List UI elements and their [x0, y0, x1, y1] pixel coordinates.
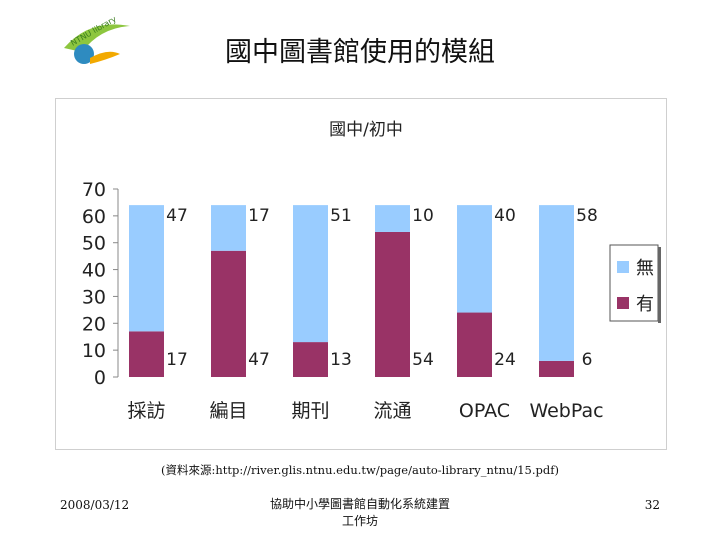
data-label-有: 47: [248, 350, 270, 370]
legend-swatch-有: [617, 297, 629, 309]
y-tick-label: 20: [82, 313, 106, 335]
data-label-無: 17: [248, 206, 270, 226]
legend-swatch-無: [617, 261, 629, 273]
data-label-有: 6: [582, 350, 593, 370]
stacked-bar-chart: 國中/初中 0 10 20 30 40 50 60 70 47 17 17 47 51 13 10 54 40…: [82, 120, 661, 422]
data-label-無: 40: [494, 206, 516, 226]
legend-label-有: 有: [636, 294, 654, 315]
bar-segment-有: [129, 331, 164, 377]
data-label-有: 17: [166, 350, 188, 370]
bar-segment-無: [375, 205, 410, 232]
bar-segment-無: [211, 205, 246, 251]
x-category-label: 期刊: [291, 400, 329, 422]
y-tick-label: 0: [94, 367, 106, 389]
data-label-無: 10: [412, 206, 434, 226]
data-label-無: 51: [330, 206, 352, 226]
footer-title: 協助中小學圖書館自動化系統建置 工作坊: [250, 496, 470, 530]
data-label-有: 13: [330, 350, 352, 370]
y-tick-label: 50: [82, 233, 106, 255]
slide-title: 國中圖書館使用的模組: [225, 37, 495, 68]
legend-shadow: [658, 247, 661, 323]
source-citation: (資料來源:http://river.glis.ntnu.edu.tw/page…: [161, 463, 559, 477]
data-labels: 47 17 17 47 51 13 10 54 40 24 58 6: [166, 206, 598, 370]
library-logo: NTNU library: [64, 14, 130, 64]
bar-segment-有: [539, 360, 574, 377]
legend: 無有: [609, 244, 661, 323]
bar-segment-有: [457, 312, 492, 377]
x-category-label: OPAC: [459, 400, 510, 422]
y-tick-label: 70: [82, 179, 106, 201]
chart-frame: 國中/初中 0 10 20 30 40 50 60 70 47 17 17 47 51 13 10 54 40…: [55, 98, 667, 450]
y-tick-label: 60: [82, 206, 106, 228]
x-category-label: WebPac: [529, 400, 603, 422]
x-category-label: 流通: [373, 400, 411, 422]
y-axis: 0 10 20 30 40 50 60 70: [82, 179, 119, 389]
chart-title: 國中/初中: [329, 120, 403, 140]
data-label-無: 47: [166, 206, 188, 226]
bar-segment-有: [211, 250, 246, 377]
x-axis-labels: 採訪 編目 期刊 流通 OPAC WebPac: [127, 400, 603, 422]
logo-leaf: [90, 51, 120, 64]
bar-segment-無: [129, 205, 164, 332]
y-tick-label: 30: [82, 286, 106, 308]
bar-segment-無: [539, 205, 574, 361]
bars: [129, 205, 574, 377]
y-tick-label: 10: [82, 340, 106, 362]
bar-segment-有: [375, 231, 410, 377]
bar-segment-有: [293, 342, 328, 377]
data-label-無: 58: [576, 206, 598, 226]
x-category-label: 編目: [209, 400, 247, 422]
footer-date: 2008/03/12: [60, 498, 130, 512]
footer-title-line2: 工作坊: [341, 514, 378, 528]
bar-segment-無: [457, 205, 492, 313]
x-category-label: 採訪: [127, 400, 165, 422]
page-number: 32: [644, 498, 660, 512]
footer-title-line1: 協助中小學圖書館自動化系統建置: [269, 497, 450, 511]
bar-segment-無: [293, 205, 328, 343]
data-label-有: 54: [412, 350, 434, 370]
legend-label-無: 無: [636, 258, 654, 279]
y-tick-label: 40: [82, 260, 106, 282]
logo-globe: [74, 44, 94, 64]
data-label-有: 24: [494, 350, 516, 370]
